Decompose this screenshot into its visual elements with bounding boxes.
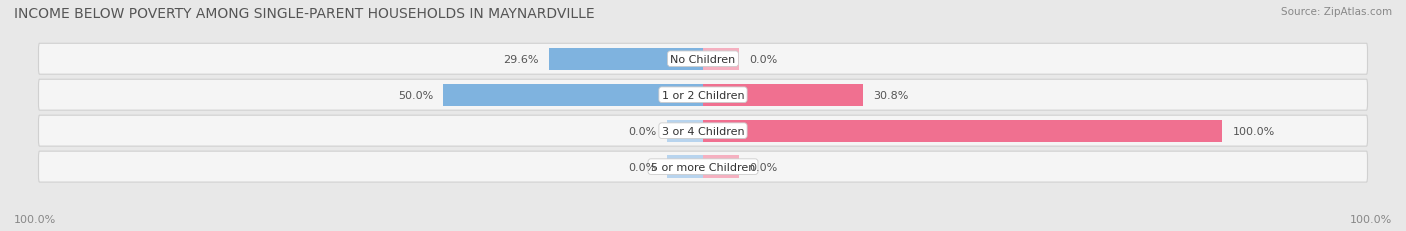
FancyBboxPatch shape (38, 80, 1368, 111)
Bar (550, 48, 703, 71)
FancyBboxPatch shape (38, 152, 1368, 182)
Text: Source: ZipAtlas.com: Source: ZipAtlas.com (1281, 7, 1392, 17)
FancyBboxPatch shape (38, 116, 1368, 146)
Bar (703, 120, 1222, 142)
Bar (703, 156, 740, 178)
Text: 100.0%: 100.0% (14, 214, 56, 224)
Bar (703, 48, 740, 71)
Text: No Children: No Children (671, 55, 735, 64)
Text: 100.0%: 100.0% (1233, 126, 1275, 136)
Bar (666, 156, 703, 178)
Text: 5 or more Children: 5 or more Children (651, 162, 755, 172)
Text: 29.6%: 29.6% (503, 55, 538, 64)
FancyBboxPatch shape (38, 44, 1368, 75)
Text: INCOME BELOW POVERTY AMONG SINGLE-PARENT HOUSEHOLDS IN MAYNARDVILLE: INCOME BELOW POVERTY AMONG SINGLE-PARENT… (14, 7, 595, 21)
Text: 0.0%: 0.0% (749, 162, 778, 172)
Text: 30.8%: 30.8% (873, 90, 908, 100)
Text: 0.0%: 0.0% (749, 55, 778, 64)
Bar (703, 84, 863, 106)
Text: 0.0%: 0.0% (628, 126, 657, 136)
Text: 100.0%: 100.0% (1350, 214, 1392, 224)
Text: 0.0%: 0.0% (628, 162, 657, 172)
Text: 1 or 2 Children: 1 or 2 Children (662, 90, 744, 100)
Text: 50.0%: 50.0% (398, 90, 433, 100)
Bar (666, 120, 703, 142)
Bar (443, 84, 703, 106)
Text: 3 or 4 Children: 3 or 4 Children (662, 126, 744, 136)
